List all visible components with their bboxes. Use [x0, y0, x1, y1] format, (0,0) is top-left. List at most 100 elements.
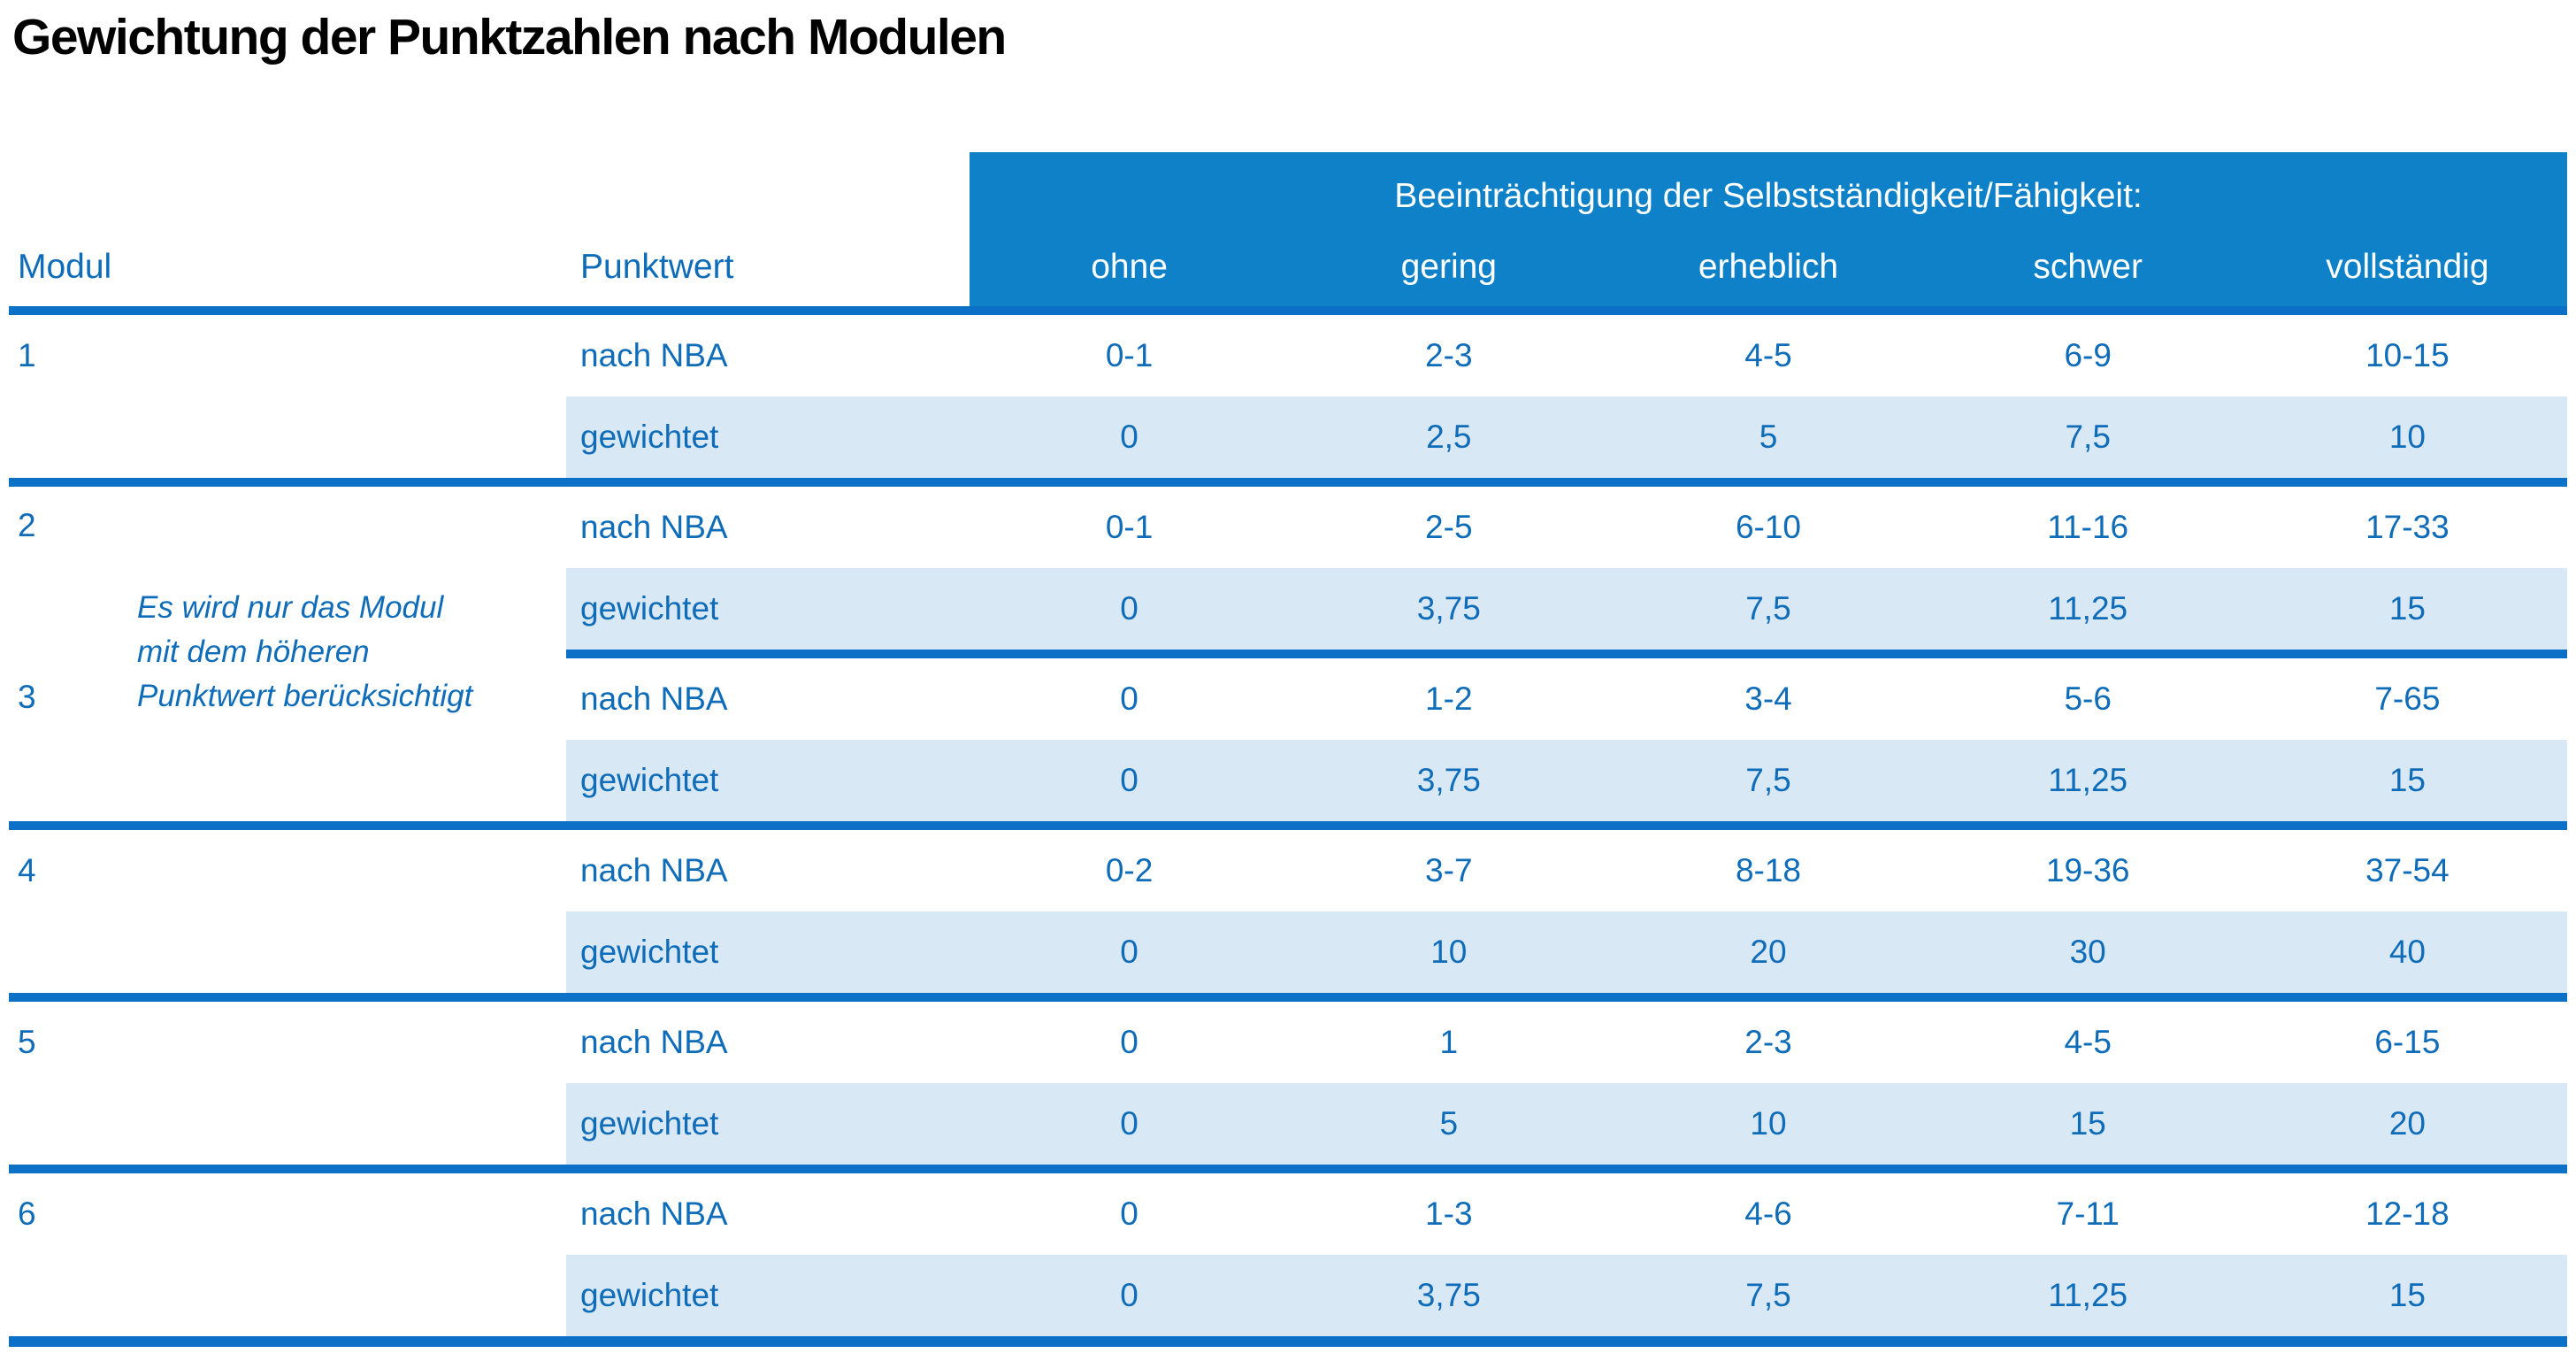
- page-title: Gewichtung der Punktzahlen nach Modulen: [12, 9, 1007, 65]
- weighted-value: 5: [1608, 396, 1928, 478]
- weighted-value: 11,25: [1928, 568, 2248, 650]
- severity-header-gering: gering: [1289, 228, 1609, 306]
- nba-value: 1-2: [1425, 680, 1473, 717]
- weighted-value: 0: [970, 396, 1290, 478]
- weighted-value: 15: [1928, 1083, 2248, 1165]
- weighted-value: 0: [970, 740, 1290, 821]
- nba-value: 17-33: [2365, 509, 2450, 545]
- nba-value: 2-5: [1425, 509, 1473, 545]
- weighting-table: Modul Punktwert Beeinträchtigung der Sel…: [0, 152, 2576, 1347]
- module-id: 4: [18, 852, 36, 888]
- row-label-weighted: gewichtet: [566, 740, 970, 821]
- nba-value: 1-3: [1425, 1196, 1473, 1232]
- weighted-value: 20: [2247, 1083, 2567, 1165]
- module-id: 1: [18, 337, 36, 373]
- nba-value: 1: [1439, 1024, 1459, 1060]
- weighted-value: 0: [970, 1255, 1290, 1336]
- partial-divider: [566, 650, 2567, 658]
- nba-value: 2-3: [1425, 337, 1473, 373]
- module-section: 1 nach NBA 0-1 2-3 4-5 6-9 10-15 gewicht…: [9, 315, 2567, 478]
- weighted-value: 10: [1608, 1083, 1928, 1165]
- nba-value: 0: [1120, 1024, 1138, 1060]
- module-id: 6: [18, 1196, 36, 1232]
- row-label-weighted: gewichtet: [566, 396, 970, 478]
- row-label-nba: nach NBA: [580, 1196, 728, 1232]
- nba-value: 6-10: [1735, 509, 1802, 545]
- severity-header-ohne: ohne: [970, 228, 1290, 306]
- nba-value: 7-11: [2056, 1196, 2120, 1232]
- nba-value: 7-65: [2374, 680, 2441, 717]
- section-divider: [9, 821, 2567, 830]
- nba-value: 0-1: [1105, 509, 1154, 545]
- nba-value: 37-54: [2365, 852, 2450, 888]
- severity-header-schwer: schwer: [1928, 228, 2248, 306]
- weighted-value: 0: [970, 1083, 1290, 1165]
- nba-value: 12-18: [2365, 1196, 2450, 1232]
- nba-value: 19-36: [2045, 852, 2130, 888]
- nba-value: 4-5: [1744, 337, 1792, 373]
- weighted-value: 10: [2247, 396, 2567, 478]
- weighted-value: 2,5: [1289, 396, 1609, 478]
- row-label-weighted: gewichtet: [566, 1083, 970, 1165]
- weighted-value: 15: [2247, 1255, 2567, 1336]
- module-note-line: Es wird nur das Modul: [137, 590, 444, 625]
- weighted-value: 7,5: [1608, 740, 1928, 821]
- nba-value: 0: [1120, 1196, 1138, 1232]
- row-label-weighted: gewichtet: [566, 568, 970, 650]
- punktwert-column-header: Punktwert: [580, 248, 734, 286]
- nba-value: 6-9: [2064, 337, 2112, 373]
- nba-value: 3-7: [1425, 852, 1473, 888]
- weighted-value: 0: [970, 568, 1290, 650]
- nba-value: 10-15: [2365, 337, 2450, 373]
- severity-header-vollstaendig: vollständig: [2247, 228, 2567, 306]
- weighted-value: 11,25: [1928, 740, 2248, 821]
- module-note: Es wird nur das Modul mit dem höheren Pu…: [137, 586, 472, 719]
- nba-value: 5-6: [2064, 680, 2112, 717]
- nba-value: 3-4: [1744, 680, 1792, 717]
- weighted-value: 7,5: [1608, 1255, 1928, 1336]
- nba-value: 11-16: [2047, 509, 2129, 545]
- nba-value: 0-1: [1105, 337, 1154, 373]
- weighted-value: 3,75: [1289, 1255, 1609, 1336]
- row-label-nba: nach NBA: [580, 337, 728, 373]
- section-divider: [9, 306, 2567, 315]
- weighted-value: 15: [2247, 740, 2567, 821]
- row-label-weighted: gewichtet: [566, 1255, 970, 1336]
- row-label-nba: nach NBA: [580, 680, 728, 717]
- nba-value: 0: [1120, 680, 1138, 717]
- nba-value: 6-15: [2374, 1024, 2441, 1060]
- module-2-3-cell: 2 Es wird nur das Modul mit dem höheren …: [9, 487, 566, 821]
- section-divider: [9, 1165, 2567, 1173]
- weighted-value: 0: [970, 911, 1290, 993]
- section-divider: [9, 993, 2567, 1002]
- module-id: 2: [18, 507, 36, 543]
- weighted-value: 20: [1608, 911, 1928, 993]
- nba-value: 8-18: [1735, 852, 1802, 888]
- row-label-weighted: gewichtet: [566, 911, 970, 993]
- module-note-line: Punktwert berücksichtigt: [137, 679, 473, 713]
- row-label-nba: nach NBA: [580, 1024, 728, 1060]
- module-section: 4 nach NBA 0-2 3-7 8-18 19-36 37-54 gewi…: [9, 830, 2567, 993]
- table-header: Modul Punktwert Beeinträchtigung der Sel…: [9, 152, 2567, 306]
- weighted-value: 3,75: [1289, 740, 1609, 821]
- nba-value: 0-2: [1105, 852, 1154, 888]
- weighted-value: 10: [1289, 911, 1609, 993]
- module-2-3-section: 2 Es wird nur das Modul mit dem höheren …: [9, 487, 2567, 821]
- module-id: 5: [18, 1024, 36, 1060]
- module-id: 3: [18, 679, 36, 715]
- weighted-value: 5: [1289, 1083, 1609, 1165]
- weighted-value: 30: [1928, 911, 2248, 993]
- module-section: 6 nach NBA 0 1-3 4-6 7-11 12-18 gewichte…: [9, 1173, 2567, 1336]
- severity-header-erheblich: erheblich: [1608, 228, 1928, 306]
- modul-column-header: Modul: [18, 248, 112, 286]
- row-label-nba: nach NBA: [580, 509, 728, 545]
- weighted-value: 11,25: [1928, 1255, 2248, 1336]
- weighted-value: 15: [2247, 568, 2567, 650]
- nba-value: 4-5: [2064, 1024, 2112, 1060]
- weighted-value: 7,5: [1608, 568, 1928, 650]
- row-label-nba: nach NBA: [580, 852, 728, 888]
- weighted-value: 3,75: [1289, 568, 1609, 650]
- nba-value: 4-6: [1744, 1196, 1792, 1232]
- bottom-divider: [9, 1336, 2567, 1347]
- module-section: 5 nach NBA 0 1 2-3 4-5 6-15 gewichtet 0 …: [9, 1002, 2567, 1165]
